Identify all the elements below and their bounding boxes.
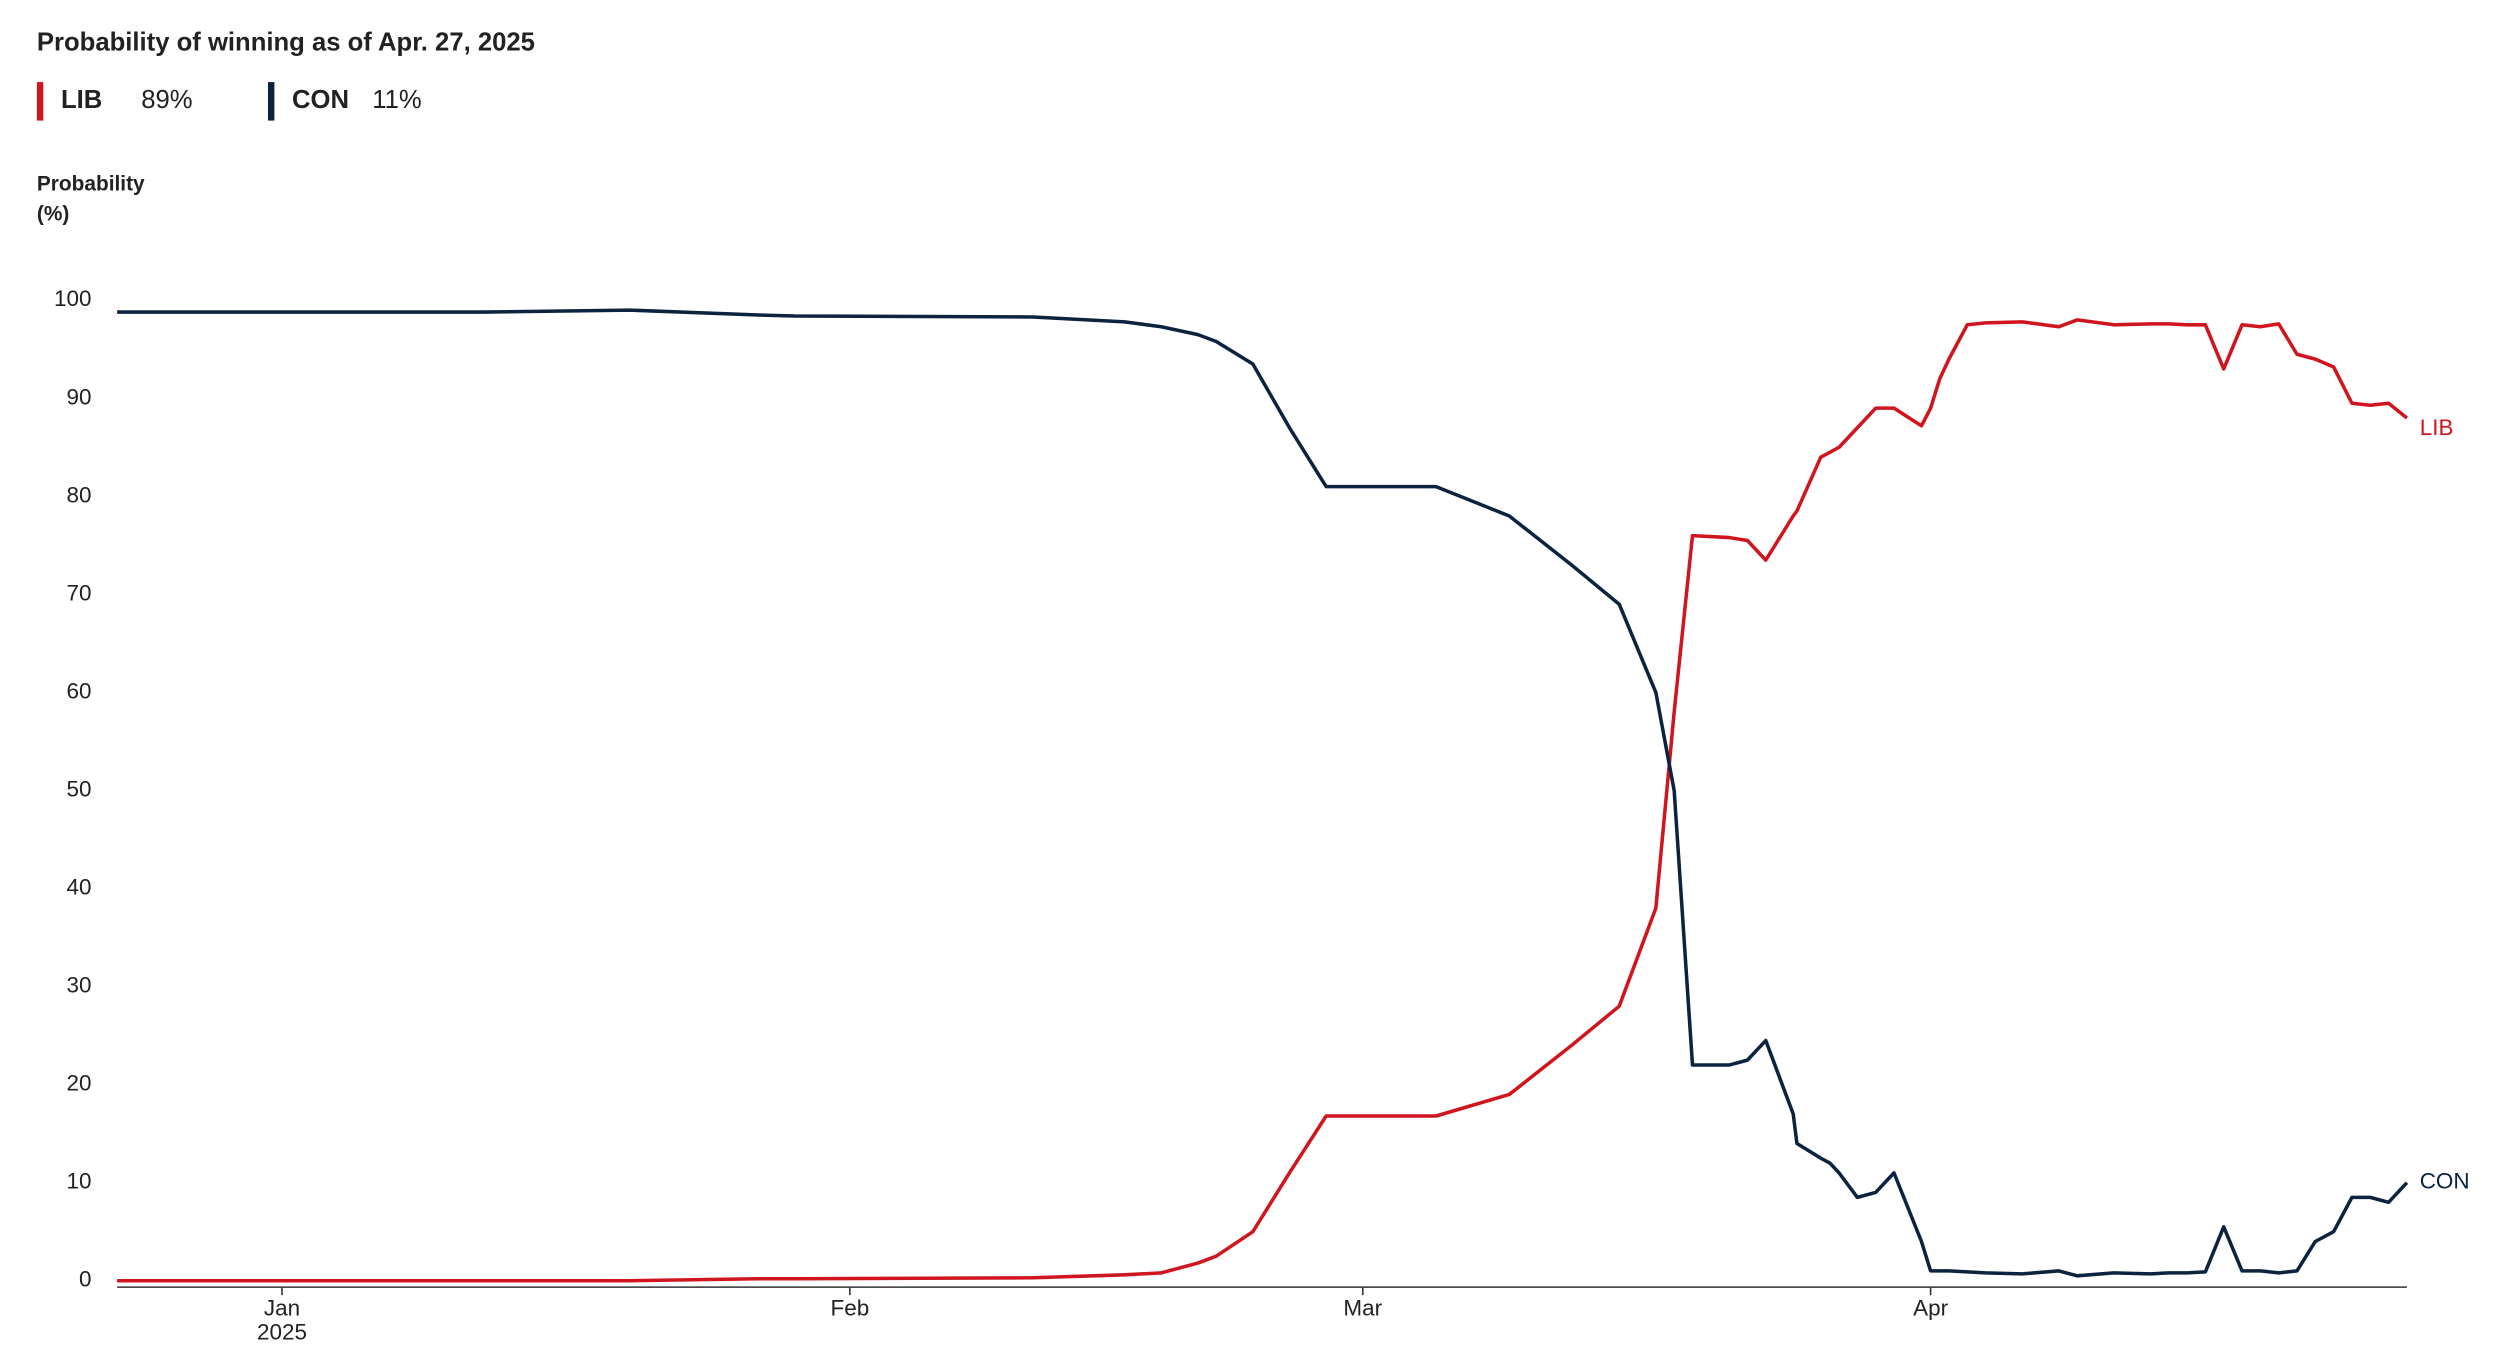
y-tick-label: 40 [66,874,91,899]
y-tick-label: 100 [54,286,91,311]
y-tick-label: 70 [66,580,91,605]
legend-swatch [36,82,44,121]
legend-swatch [267,82,275,121]
y-tick-label: 60 [66,678,91,703]
end-label: CON [2420,1169,2470,1194]
end-label: LIB [2420,415,2454,440]
line-series [117,318,2408,1283]
y-tick-label: 20 [66,1071,91,1096]
legend-value: 89% [141,86,192,114]
x-tick-label: Apr [1913,1296,1948,1321]
y-tick-label: 0 [79,1267,91,1292]
x-tick-label: Jan [264,1296,300,1321]
x-tick-label: Feb [831,1296,870,1321]
y-axis-label: Probability [37,172,145,195]
y-tick-label: 10 [66,1169,91,1194]
x-year-label: 2025 [257,1320,307,1345]
y-tick-label: 30 [66,973,91,998]
chart-title: Probability of winning as of Apr. 27, 20… [37,28,535,56]
legend-value: 11% [372,86,421,114]
legend-name: CON [292,86,349,114]
line-series [117,308,2409,1278]
y-tick-label: 50 [66,776,91,801]
y-axis-label: (%) [37,203,69,226]
y-tick-label: 80 [66,482,91,507]
y-tick-label: 90 [66,384,91,409]
legend-name: LIB [61,86,102,114]
x-tick-label: Mar [1343,1296,1382,1321]
